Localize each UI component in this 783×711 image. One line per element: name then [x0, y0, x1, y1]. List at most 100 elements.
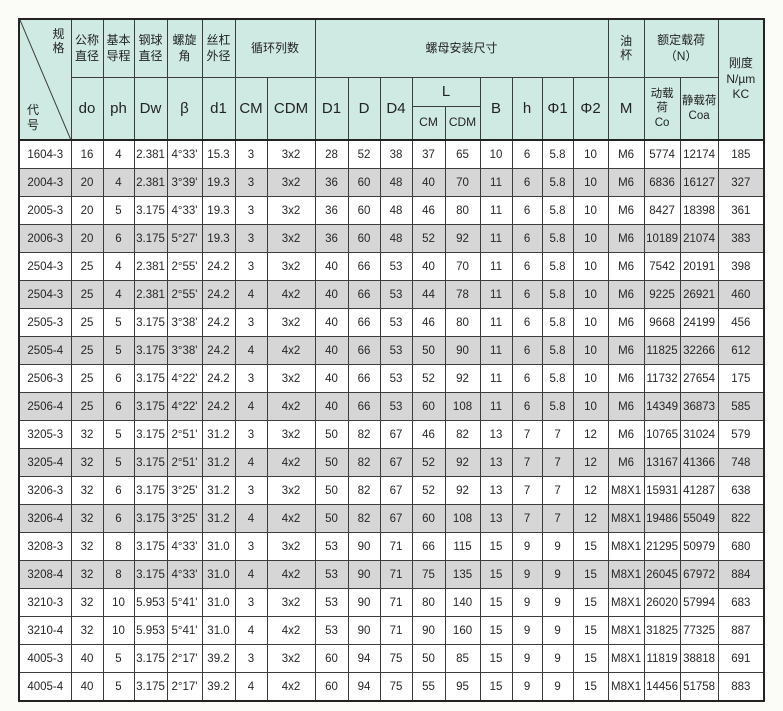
cell-beta: 3°25' [166, 476, 203, 505]
cell-D4: 38 [379, 139, 413, 169]
cell-D4: 71 [379, 616, 413, 645]
cell-beta: 2°17' [166, 644, 203, 673]
cell-Dw: 3.175 [133, 476, 168, 505]
cell-Co: 11819 [643, 644, 681, 673]
cell-D1: 40 [314, 280, 349, 309]
cell-B: 15 [479, 644, 513, 673]
cell-h: 6 [511, 280, 543, 309]
cell-code: 2006-3 [18, 224, 72, 253]
cell-CDM: 3x2 [266, 420, 316, 449]
cell-KC: 456 [717, 308, 765, 337]
cell-phi2: 12 [572, 448, 609, 477]
cell-L_CDM: 92 [444, 448, 481, 477]
cell-D: 94 [347, 672, 381, 702]
cell-B: 11 [479, 392, 513, 421]
cell-h: 9 [511, 644, 543, 673]
header-cell-L: L [411, 77, 481, 107]
cell-D: 90 [347, 616, 381, 645]
cell-do: 32 [70, 420, 104, 449]
cell-phi1: 5.8 [541, 139, 574, 169]
cell-D4: 75 [379, 644, 413, 673]
header-cell-M: M [607, 77, 645, 141]
cell-d1: 31.0 [201, 588, 236, 617]
cell-L_CDM: 92 [444, 224, 481, 253]
cell-CDM: 3x2 [266, 252, 316, 281]
cell-D1: 50 [314, 420, 349, 449]
cell-beta: 4°22' [166, 364, 203, 393]
cell-d1: 31.2 [201, 476, 236, 505]
cell-CM: 3 [234, 224, 268, 253]
cell-B: 15 [479, 560, 513, 589]
cell-D: 82 [347, 476, 381, 505]
cell-D1: 60 [314, 644, 349, 673]
header-label-spec: 规格 [52, 27, 65, 56]
header-label-circuit-columns: 循环列数 [251, 40, 300, 55]
cell-phi2: 10 [572, 364, 609, 393]
cell-h: 9 [511, 672, 543, 702]
cell-ph: 10 [102, 588, 135, 617]
cell-phi1: 5.8 [541, 252, 574, 281]
cell-L_CM: 46 [411, 196, 446, 225]
table-row: 3210-3 32 10 5.953 5°41' 31.0 3 3x2 53 90 71 80 140 1… [18, 588, 765, 617]
cell-D: 90 [347, 532, 381, 561]
cell-L_CDM: 82 [444, 420, 481, 449]
header-cell-do: do [70, 77, 104, 141]
cell-KC: 691 [717, 644, 765, 673]
cell-D1: 50 [314, 448, 349, 477]
cell-L_CDM: 135 [444, 560, 481, 589]
cell-phi1: 5.8 [541, 196, 574, 225]
cell-D1: 50 [314, 476, 349, 505]
cell-D4: 48 [379, 196, 413, 225]
cell-Dw: 3.175 [133, 560, 168, 589]
cell-phi1: 7 [541, 448, 574, 477]
cell-D1: 53 [314, 532, 349, 561]
cell-CM: 3 [234, 476, 268, 505]
cell-CM: 4 [234, 448, 268, 477]
cell-Co: 6836 [643, 168, 681, 197]
cell-M: M6 [607, 196, 645, 225]
cell-CDM: 4x2 [266, 336, 316, 365]
cell-do: 25 [70, 336, 104, 365]
cell-Dw: 3.175 [133, 336, 168, 365]
cell-L_CM: 80 [411, 588, 446, 617]
cell-L_CDM: 70 [444, 168, 481, 197]
cell-do: 32 [70, 616, 104, 645]
cell-L_CDM: 78 [444, 280, 481, 309]
cell-Coa: 50979 [679, 532, 719, 561]
cell-Dw: 5.953 [133, 588, 168, 617]
header-label-screw-od: 丝杠 外径 [206, 32, 231, 63]
cell-Coa: 18398 [679, 196, 719, 225]
cell-CDM: 3x2 [266, 532, 316, 561]
cell-code: 2504-3 [18, 252, 72, 281]
table-row: 3205-4 32 5 3.175 2°51' 31.2 4 4x2 50 82 67 52 92 13 7… [18, 448, 765, 477]
cell-B: 11 [479, 168, 513, 197]
cell-CDM: 4x2 [266, 392, 316, 421]
cell-D4: 53 [379, 252, 413, 281]
cell-D: 94 [347, 644, 381, 673]
cell-CM: 3 [234, 644, 268, 673]
cell-D: 82 [347, 448, 381, 477]
header-cell-static-load: 静载荷 Coa [679, 77, 719, 141]
header-cell-stiffness: 刚度 N/µm KC [717, 18, 765, 141]
cell-code: 3205-4 [18, 448, 72, 477]
cell-Co: 14456 [643, 672, 681, 702]
cell-B: 11 [479, 196, 513, 225]
cell-Dw: 3.175 [133, 364, 168, 393]
cell-do: 25 [70, 392, 104, 421]
cell-ph: 4 [102, 280, 135, 309]
cell-L_CDM: 95 [444, 672, 481, 702]
cell-CM: 4 [234, 616, 268, 645]
cell-D: 66 [347, 308, 381, 337]
cell-phi2: 15 [572, 560, 609, 589]
cell-do: 20 [70, 168, 104, 197]
cell-L_CDM: 92 [444, 364, 481, 393]
cell-beta: 2°51' [166, 420, 203, 449]
cell-D4: 48 [379, 168, 413, 197]
cell-do: 32 [70, 448, 104, 477]
header-cell-D: D [347, 77, 381, 141]
cell-beta: 4°22' [166, 392, 203, 421]
table-row: 3206-3 32 6 3.175 3°25' 31.2 3 3x2 50 82 67 52 92 13 7… [18, 476, 765, 505]
cell-CM: 3 [234, 364, 268, 393]
cell-beta: 2°17' [166, 672, 203, 702]
cell-D1: 50 [314, 504, 349, 533]
